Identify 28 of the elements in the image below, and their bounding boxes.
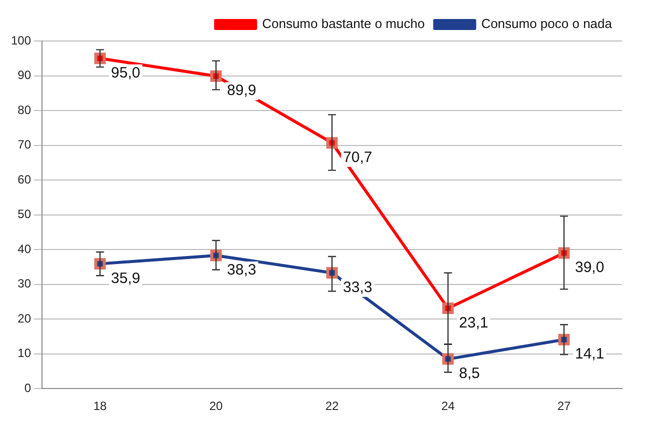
x-tick-label: 20 [209,399,224,414]
x-tick-label: 27 [557,399,571,414]
data-label: 35,9 [111,270,140,287]
legend-label: Consumo poco o nada [481,16,613,32]
data-label: 8,5 [459,365,480,382]
data-label: 23,1 [459,314,488,332]
y-tick-label: 10 [18,346,32,360]
legend-label: Consumo bastante o mucho [262,16,425,32]
data-label: 39,0 [575,259,604,276]
y-tick-label: 90 [18,68,32,82]
y-tick-label: 0 [24,380,32,395]
x-tick-label: 24 [441,399,455,414]
data-label: 33,3 [343,278,372,296]
y-tick-label: 80 [18,102,32,117]
data-label: 14,1 [575,346,604,363]
data-label: 89,9 [227,82,256,100]
x-tick-label: 22 [325,399,340,414]
y-tick-label: 60 [18,172,32,186]
y-tick-label: 40 [18,242,32,256]
data-label: 38,3 [227,262,256,279]
y-tick-label: 20 [18,311,32,326]
x-tick-label: 18 [93,399,108,414]
data-label: 95,0 [111,64,140,82]
y-tick-label: 100 [10,33,32,48]
data-label: 70,7 [343,148,372,166]
y-tick-label: 30 [18,276,32,291]
y-tick-label: 70 [18,138,32,152]
y-tick-label: 50 [18,207,32,222]
